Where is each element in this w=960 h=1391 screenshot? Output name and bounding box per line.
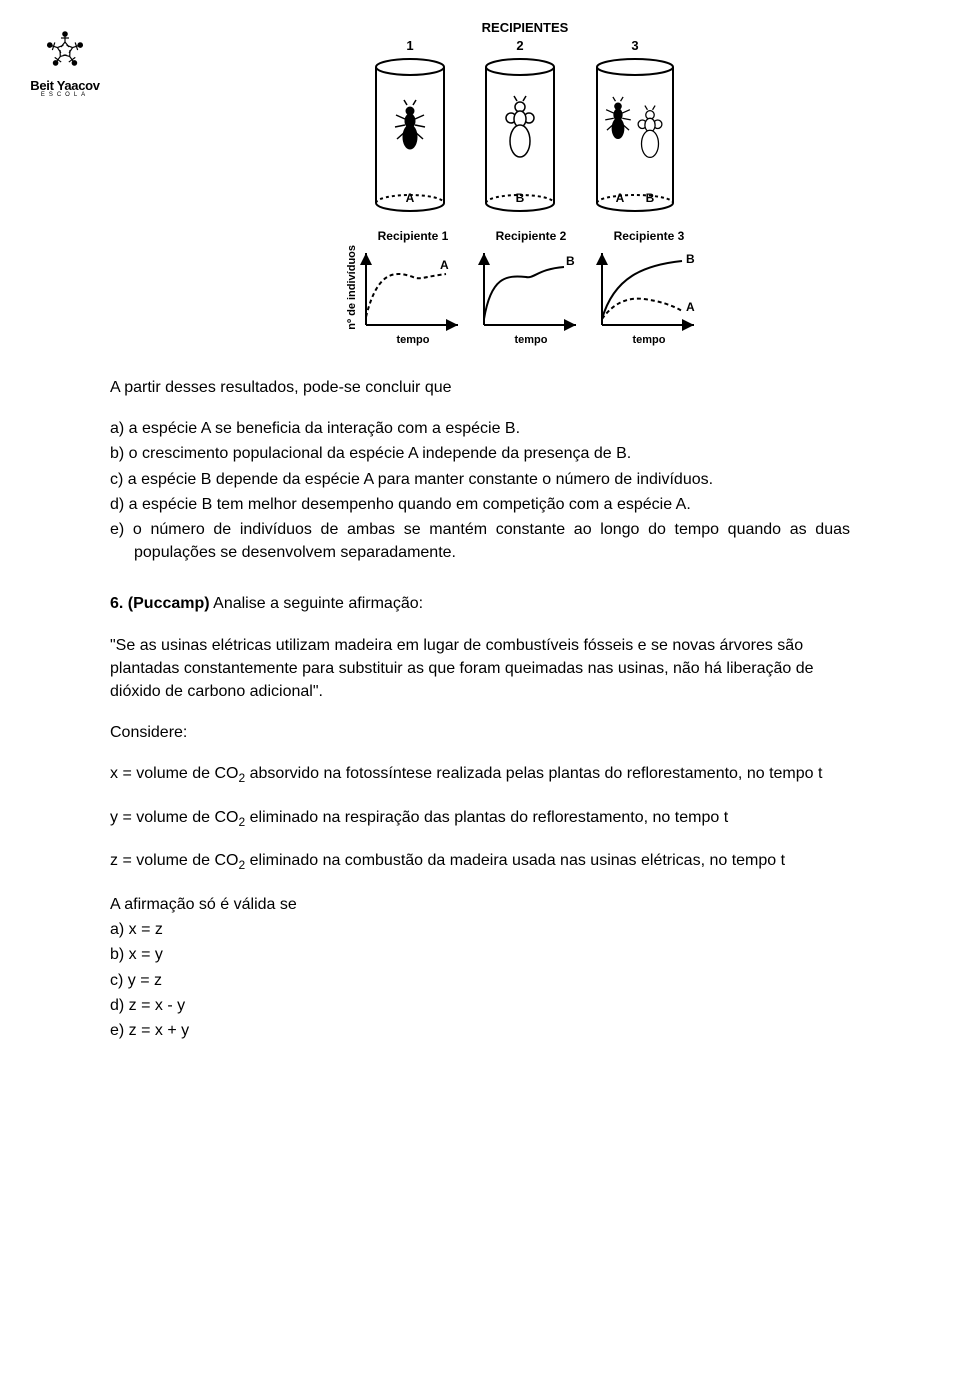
chart-2: Recipiente 2 B tempo bbox=[476, 229, 586, 346]
container-3: 3 bbox=[580, 38, 690, 215]
school-logo: Beit Yaacov ESCOLA bbox=[20, 20, 110, 98]
question-5-body: A partir desses resultados, pode-se conc… bbox=[110, 376, 850, 1042]
svg-text:B: B bbox=[646, 191, 655, 205]
q6-options: a) x = z b) x = y c) y = z d) z = x - y … bbox=[110, 918, 850, 1042]
chart-title: Recipiente 3 bbox=[614, 229, 685, 243]
svg-text:A: A bbox=[616, 191, 625, 205]
q6-option-b: b) x = y bbox=[110, 943, 850, 966]
q6-def-y: y = volume de CO2 eliminado na respiraçã… bbox=[110, 806, 850, 832]
q5-option-e: e) o número de indivíduos de ambas se ma… bbox=[110, 518, 850, 564]
container-3-svg: A B bbox=[580, 55, 690, 215]
q6-option-a: a) x = z bbox=[110, 918, 850, 941]
chart-title: Recipiente 2 bbox=[496, 229, 567, 243]
container-1-label: A bbox=[406, 191, 415, 205]
chart-title: Recipiente 1 bbox=[378, 229, 449, 243]
q5-option-b: b) o crescimento populacional da espécie… bbox=[110, 442, 850, 465]
container-1-svg: A bbox=[360, 55, 460, 215]
q6-option-d: d) z = x - y bbox=[110, 994, 850, 1017]
document-page: Beit Yaacov ESCOLA RECIPIENTES 1 bbox=[0, 0, 960, 1084]
q5-option-c: c) a espécie B depende da espécie A para… bbox=[110, 468, 850, 491]
q6-consider: Considere: bbox=[110, 721, 850, 744]
chart-2-svg: B bbox=[476, 247, 586, 332]
q6-option-c: c) y = z bbox=[110, 969, 850, 992]
yaxis-label: nº de indivíduos bbox=[346, 245, 358, 330]
container-number: 3 bbox=[631, 38, 638, 53]
svg-text:A: A bbox=[440, 258, 449, 272]
svg-text:B: B bbox=[686, 252, 695, 266]
q6-def-x: x = volume de CO2 absorvido na fotossínt… bbox=[110, 762, 850, 788]
q5-option-a: a) a espécie A se beneficia da interação… bbox=[110, 417, 850, 440]
q6-heading: 6. (Puccamp) Analise a seguinte afirmaçã… bbox=[110, 592, 850, 615]
logo-title: Beit Yaacov bbox=[20, 78, 110, 93]
container-2-svg: B bbox=[470, 55, 570, 215]
container-row: 1 bbox=[360, 38, 690, 215]
q5-intro: A partir desses resultados, pode-se conc… bbox=[110, 376, 850, 399]
xaxis-label: tempo bbox=[515, 334, 548, 346]
container-number: 1 bbox=[406, 38, 413, 53]
q5-option-d: d) a espécie B tem melhor desempenho qua… bbox=[110, 493, 850, 516]
q6-heading-bold: 6. (Puccamp) bbox=[110, 595, 210, 612]
svg-text:B: B bbox=[566, 254, 575, 268]
figure-block: RECIPIENTES 1 bbox=[200, 20, 850, 346]
container-1: 1 bbox=[360, 38, 460, 215]
svg-text:A: A bbox=[686, 300, 695, 314]
q6-def-z: z = volume de CO2 eliminado na combustão… bbox=[110, 849, 850, 875]
chart-1-svg: A bbox=[358, 247, 468, 332]
q6-quote: "Se as usinas elétricas utilizam madeira… bbox=[110, 634, 850, 704]
logo-star-icon bbox=[33, 20, 97, 76]
chart-3-svg: B A bbox=[594, 247, 704, 332]
container-2: 2 B bbox=[470, 38, 570, 215]
q5-options: a) a espécie A se beneficia da interação… bbox=[110, 417, 850, 564]
q6-valid-label: A afirmação só é válida se bbox=[110, 893, 850, 916]
xaxis-label: tempo bbox=[397, 334, 430, 346]
container-number: 2 bbox=[516, 38, 523, 53]
chart-1: Recipiente 1 A tempo bbox=[358, 229, 468, 346]
xaxis-label: tempo bbox=[633, 334, 666, 346]
chart-3: Recipiente 3 B A tempo bbox=[594, 229, 704, 346]
figure-title: RECIPIENTES bbox=[200, 20, 850, 35]
container-2-label: B bbox=[516, 191, 525, 205]
q6-option-e: e) z = x + y bbox=[110, 1019, 850, 1042]
q6-heading-rest: Analise a seguinte afirmação: bbox=[210, 595, 423, 612]
chart-row: nº de indivíduos Recipiente 1 A tempo Re… bbox=[346, 229, 704, 346]
